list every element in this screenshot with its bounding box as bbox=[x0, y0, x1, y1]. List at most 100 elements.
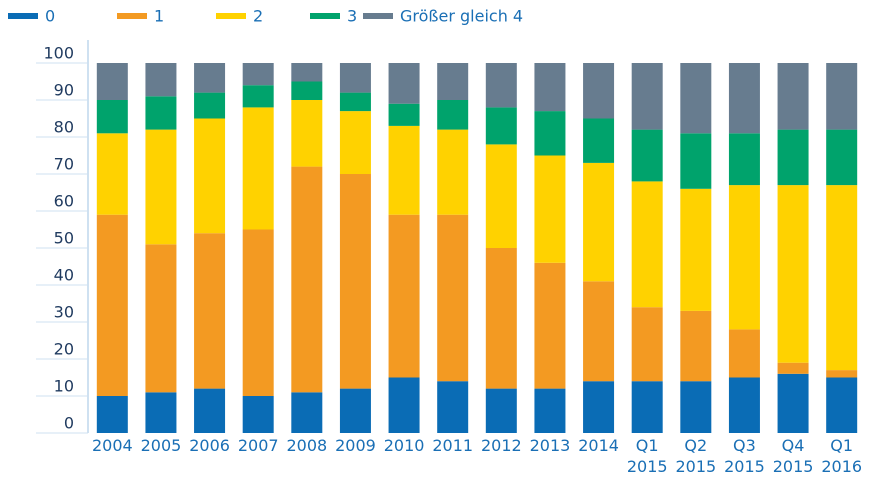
legend-label: 1 bbox=[154, 7, 164, 26]
bar-segment bbox=[145, 63, 177, 97]
y-tick-label: 10 bbox=[54, 377, 74, 396]
bar-segment bbox=[437, 129, 469, 215]
bar-segment bbox=[485, 388, 517, 433]
x-tick-label: 2014 bbox=[578, 436, 619, 455]
bar-segment bbox=[194, 388, 226, 433]
bar-segment bbox=[339, 388, 371, 433]
bar-segment bbox=[728, 133, 760, 186]
x-tick-label: 2010 bbox=[383, 436, 425, 455]
x-tick-label: Q1 2015 bbox=[626, 436, 668, 476]
y-tick-label: 100 bbox=[43, 44, 74, 63]
bar-segment bbox=[583, 118, 615, 163]
bar-segment bbox=[96, 396, 128, 433]
legend-label: 2 bbox=[253, 7, 263, 26]
x-tick-label: 2011 bbox=[432, 436, 474, 455]
bar-segment bbox=[680, 63, 712, 134]
x-tick-label: 2006 bbox=[189, 436, 230, 455]
bar-segment bbox=[388, 103, 420, 126]
bar-segment bbox=[631, 63, 663, 130]
bar-segment bbox=[583, 162, 615, 282]
bar-segment bbox=[534, 111, 566, 156]
bar-segment bbox=[291, 63, 323, 82]
x-tick-label: 2005 bbox=[140, 436, 182, 455]
bar-segment bbox=[242, 229, 274, 396]
bar-segment bbox=[339, 63, 371, 93]
bar-segment bbox=[145, 244, 177, 393]
bar-segment bbox=[534, 388, 566, 433]
bar-segment bbox=[485, 248, 517, 389]
bar-segment bbox=[583, 281, 615, 382]
bar-segment bbox=[145, 392, 177, 433]
bar-segment bbox=[339, 92, 371, 112]
bar-segment bbox=[339, 174, 371, 389]
y-tick-label: 80 bbox=[54, 118, 74, 137]
bar-segment bbox=[583, 63, 615, 119]
bar-segment bbox=[631, 307, 663, 382]
bar-segment bbox=[728, 185, 760, 330]
bar-segment bbox=[534, 155, 566, 263]
bar-segment bbox=[728, 377, 760, 433]
bar-segment bbox=[291, 166, 323, 393]
bar-segment bbox=[96, 214, 128, 396]
bar-segment bbox=[96, 100, 128, 134]
bar-segment bbox=[680, 310, 712, 382]
bar-segment bbox=[728, 63, 760, 134]
bar-segment bbox=[631, 129, 663, 182]
bar-segment bbox=[777, 185, 809, 363]
bar-segment bbox=[485, 144, 517, 248]
bar-segment bbox=[680, 188, 712, 311]
bar-segment bbox=[777, 129, 809, 186]
bar-segment bbox=[534, 63, 566, 112]
y-tick-label: 50 bbox=[54, 229, 74, 248]
x-tick-label: 2007 bbox=[237, 436, 279, 455]
bar-segment bbox=[583, 381, 615, 433]
bar-segment bbox=[145, 129, 177, 245]
bar-segment bbox=[388, 63, 420, 104]
bar-segment bbox=[388, 125, 420, 215]
bar-segment bbox=[96, 63, 128, 100]
x-tick-label: 2009 bbox=[335, 436, 376, 455]
x-tick-label: 2008 bbox=[286, 436, 328, 455]
x-tick-label: Q2 2015 bbox=[675, 436, 717, 476]
bar-segment bbox=[242, 85, 274, 108]
y-tick-label: 90 bbox=[54, 81, 74, 100]
y-tick-label: 20 bbox=[54, 340, 74, 359]
bar-segment bbox=[437, 214, 469, 382]
bar-segment bbox=[631, 181, 663, 308]
bar-segment bbox=[631, 381, 663, 433]
x-tick-label: Q3 2015 bbox=[724, 436, 765, 476]
legend-label: 0 bbox=[45, 7, 55, 26]
bar-segment bbox=[388, 214, 420, 378]
bar-segment bbox=[826, 63, 858, 130]
x-tick-label: Q4 2015 bbox=[772, 436, 814, 476]
legend-label: 3 bbox=[347, 7, 357, 26]
bar-segment bbox=[826, 185, 858, 371]
bar-segment bbox=[826, 377, 858, 433]
bar-segment bbox=[194, 233, 226, 389]
bar-segment bbox=[96, 133, 128, 215]
bar-segment bbox=[680, 133, 712, 189]
bar-segment bbox=[145, 96, 177, 130]
y-tick-label: 0 bbox=[64, 414, 74, 433]
x-tick-label: 2004 bbox=[91, 436, 133, 455]
y-tick-label: 60 bbox=[54, 192, 74, 211]
bar-segment bbox=[826, 129, 858, 186]
bar-segment bbox=[388, 377, 420, 433]
bar-segment bbox=[777, 362, 809, 374]
bar-segment bbox=[485, 107, 517, 145]
x-tick-label: 2012 bbox=[480, 436, 522, 455]
bar-segment bbox=[437, 100, 469, 130]
bar-segment bbox=[485, 63, 517, 108]
bar-segment bbox=[437, 63, 469, 100]
bar-segment bbox=[291, 81, 323, 100]
legend-label: Größer gleich 4 bbox=[400, 7, 523, 26]
bar-segment bbox=[339, 111, 371, 174]
bar-segment bbox=[291, 392, 323, 433]
bar-segment bbox=[534, 262, 566, 389]
bar-segment bbox=[242, 396, 274, 433]
bar-segment bbox=[194, 92, 226, 119]
bar-segment bbox=[291, 100, 323, 167]
x-tick-label: Q1 2016 bbox=[821, 436, 863, 476]
